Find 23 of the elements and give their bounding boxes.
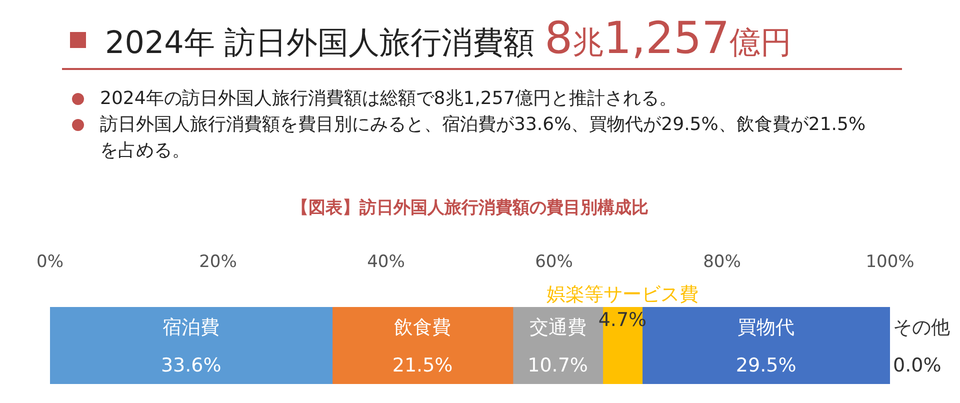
text: 2024年の訪日外国人旅行消費額は総額で8兆1,257億円と推計される。 (100, 88, 677, 109)
x-tick-label: 40% (367, 252, 405, 272)
data-label: 21.5% (392, 354, 453, 376)
text: 訪日外国人旅行消費額を費目別にみると、宿泊費が33.6%、買物代が29.5%、飲食費が21.5%を占める。 (100, 114, 866, 161)
series-label: 買物代 (738, 316, 795, 338)
chart-title: 2024年 訪日外国人旅行消費額 8兆1,257億円 (105, 13, 792, 66)
x-tick-label: 60% (535, 252, 573, 272)
x-tick-label: 80% (703, 252, 741, 272)
chart-subtitle: 【図表】訪日外国人旅行消費額の費目別構成比 (290, 197, 650, 219)
series-label: 飲食費 (394, 316, 452, 338)
series-label: 娯楽等サービス費 (546, 283, 698, 306)
series-label: 交通費 (529, 316, 586, 338)
x-tick-label: 100% (866, 252, 914, 272)
series-label: 宿泊費 (162, 316, 220, 338)
bar (50, 307, 333, 384)
x-tick-label: 20% (199, 252, 237, 272)
bar (332, 307, 514, 384)
data-label: 33.6% (160, 354, 222, 376)
data-label: 0.0% (893, 354, 942, 376)
x-tick-label: 0% (36, 252, 64, 272)
series-label: その他 (893, 316, 950, 338)
data-label: 10.7% (528, 354, 588, 376)
data-label: 29.5% (736, 354, 796, 376)
